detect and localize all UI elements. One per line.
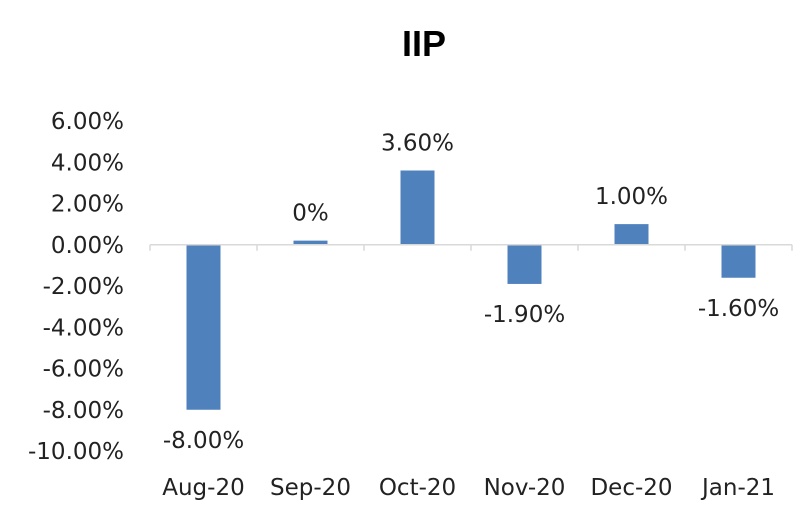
data-label-dec-20: 1.00% [595,184,668,210]
y-tick-label: -8.00% [43,398,124,424]
data-label-sep-20: 0% [292,201,329,227]
data-label-nov-20: -1.90% [484,302,565,328]
y-tick-label: -4.00% [43,315,124,341]
bar-sep-20 [293,240,328,245]
y-tick-label: 0.00% [51,233,124,259]
bars [186,170,756,410]
x-category-label: Dec-20 [590,475,672,501]
y-tick-label: -6.00% [43,357,124,383]
y-tick-label: 2.00% [51,192,124,218]
data-label-oct-20: 3.60% [381,131,454,157]
x-axis: Aug-20 Sep-20 Oct-20 Nov-20 Dec-20 Jan-21 [149,244,793,501]
y-tick-label: 4.00% [51,150,124,176]
x-category-label: Jan-21 [700,475,775,501]
bar-dec-20 [614,224,649,245]
x-category-label: Oct-20 [379,475,456,501]
bar-nov-20 [507,244,542,284]
x-category-label: Aug-20 [162,475,244,501]
y-axis: 6.00% 4.00% 2.00% 0.00% -2.00% -4.00% -6.00% -8… [28,109,124,465]
bar-jan-21 [721,244,756,278]
y-tick-label: 6.00% [51,109,124,135]
y-tick-label: -2.00% [43,274,124,300]
x-category-label: Nov-20 [484,475,566,501]
chart-title: IIP [402,23,446,64]
data-label-aug-20: -8.00% [163,428,244,454]
data-labels: -8.00% 0% 3.60% -1.90% 1.00% -1.60% [163,131,779,454]
x-category-label: Sep-20 [270,475,351,501]
bar-oct-20 [400,170,435,245]
y-tick-label: -10.00% [28,439,124,465]
bar-aug-20 [186,244,221,410]
data-label-jan-21: -1.60% [698,296,779,322]
